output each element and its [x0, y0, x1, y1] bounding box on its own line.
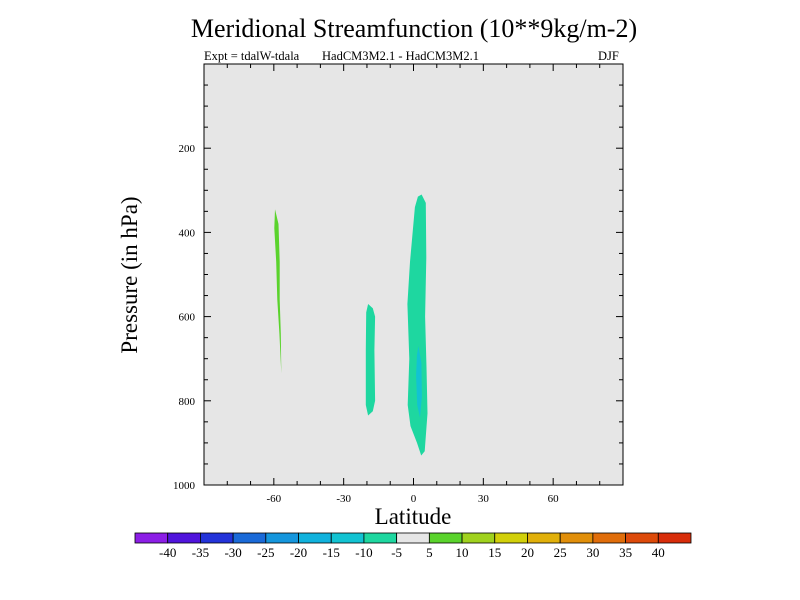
colorbar-swatch — [559, 532, 594, 544]
colorbar-tick-label: 10 — [456, 545, 469, 560]
contour-teal-cell-20S — [365, 304, 376, 416]
colorbar-swatch — [461, 532, 496, 544]
season-label: DJF — [598, 49, 619, 63]
contour-green-cell-60S — [274, 209, 282, 374]
colorbar-swatch — [134, 532, 169, 544]
x-tick-label: 30 — [478, 493, 490, 505]
colorbar-tick-label: -15 — [323, 545, 340, 560]
model-label: HadCM3M2.1 - HadCM3M2.1 — [322, 49, 479, 63]
colorbar-tick-label: 25 — [554, 545, 567, 560]
y-axis-label: Pressure (in hPa) — [117, 196, 142, 353]
colorbar-swatch — [265, 532, 299, 544]
y-tick-label: 200 — [179, 143, 196, 155]
chart-title: Meridional Streamfunction (10**9kg/m-2) — [190, 14, 638, 43]
colorbar-swatch — [167, 532, 201, 544]
colorbar-tick-label: -25 — [257, 545, 274, 560]
colorbar — [134, 532, 692, 544]
colorbar-swatch — [428, 532, 463, 544]
contour-cyan-core-equator — [416, 346, 422, 418]
colorbar-swatch — [330, 532, 365, 544]
y-tick-label: 1000 — [173, 480, 196, 492]
colorbar-swatch — [363, 532, 398, 544]
contour-teal-cell-equator — [407, 194, 428, 456]
y-tick-label: 800 — [179, 396, 196, 408]
x-tick-label: -30 — [336, 493, 351, 505]
x-tick-label: -60 — [266, 493, 281, 505]
colorbar-swatch — [232, 532, 267, 544]
contour-regions — [274, 194, 428, 456]
colorbar-tick-label: -20 — [290, 545, 307, 560]
colorbar-swatch — [527, 532, 561, 544]
colorbar-swatch — [396, 532, 430, 544]
x-tick-label: 0 — [411, 493, 417, 505]
colorbar-swatch — [657, 532, 692, 544]
y-tick-label: 600 — [179, 312, 196, 324]
colorbar-tick-label: 35 — [619, 545, 632, 560]
x-tick-label: 60 — [548, 493, 560, 505]
colorbar-tick-label: 40 — [652, 545, 665, 560]
colorbar-tick-label: -40 — [159, 545, 176, 560]
colorbar-tick-label: 30 — [586, 545, 599, 560]
colorbar-tick-label: -35 — [192, 545, 209, 560]
x-tick-labels: -60 -30 0 30 60 — [266, 493, 559, 505]
y-tick-label: 400 — [179, 227, 196, 239]
y-tick-labels: 200 400 600 800 1000 — [173, 143, 196, 492]
colorbar-swatch — [494, 532, 528, 544]
colorbar-swatch — [592, 532, 626, 544]
colorbar-tick-label: -10 — [355, 545, 372, 560]
x-axis-label: Latitude — [375, 504, 452, 529]
colorbar-tick-label: 15 — [488, 545, 501, 560]
colorbar-tick-label: -30 — [224, 545, 241, 560]
colorbar-tick-label: -5 — [391, 545, 402, 560]
colorbar-swatch — [625, 532, 659, 544]
colorbar-tick-label: 5 — [426, 545, 433, 560]
colorbar-swatch — [298, 532, 332, 544]
colorbar-tick-label: 20 — [521, 545, 534, 560]
experiment-label: Expt = tdalW-tdala — [204, 49, 300, 63]
colorbar-swatch — [200, 532, 234, 544]
colorbar-labels: -40 -35 -30 -25 -20 -15 -10 -5 5 10 15 20 25 30 35 40 — [159, 545, 665, 560]
axis-ticks — [203, 63, 624, 486]
